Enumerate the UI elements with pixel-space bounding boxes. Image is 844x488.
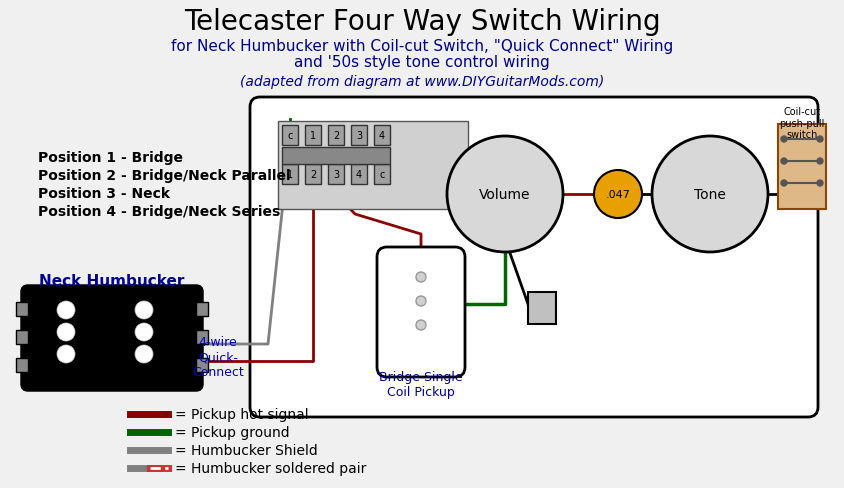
Text: (adapted from diagram at www.DIYGuitarMods.com): (adapted from diagram at www.DIYGuitarMo…: [240, 75, 603, 89]
Text: Position 1 - Bridge: Position 1 - Bridge: [38, 151, 183, 164]
Text: 3: 3: [355, 131, 361, 141]
Bar: [278, 122, 468, 209]
Bar: [282, 164, 298, 184]
Text: Neck Humbucker: Neck Humbucker: [40, 273, 185, 288]
Circle shape: [415, 296, 425, 306]
Circle shape: [415, 320, 425, 330]
Circle shape: [816, 137, 822, 142]
Bar: [196, 330, 208, 345]
Text: 2: 2: [310, 170, 316, 180]
Text: 1: 1: [287, 170, 293, 180]
Bar: [528, 292, 555, 325]
Circle shape: [593, 171, 641, 219]
Text: 2: 2: [333, 131, 338, 141]
Circle shape: [57, 302, 75, 319]
Text: 3: 3: [333, 170, 338, 180]
Text: 4: 4: [378, 131, 385, 141]
Bar: [16, 330, 28, 345]
Circle shape: [652, 137, 767, 252]
Bar: [777, 125, 825, 209]
Circle shape: [57, 346, 75, 363]
Text: = Pickup ground: = Pickup ground: [175, 425, 289, 439]
Circle shape: [135, 324, 153, 341]
Bar: [196, 358, 208, 372]
Text: Bridge Single
Coil Pickup: Bridge Single Coil Pickup: [379, 370, 463, 398]
Bar: [16, 358, 28, 372]
Text: 4: 4: [355, 170, 361, 180]
FancyBboxPatch shape: [250, 98, 817, 417]
Bar: [327, 126, 344, 146]
Circle shape: [446, 137, 562, 252]
Text: Coil-cut
push-pull
switch: Coil-cut push-pull switch: [778, 107, 824, 140]
Text: .047: .047: [605, 190, 630, 200]
Circle shape: [816, 159, 822, 164]
Bar: [327, 164, 344, 184]
FancyBboxPatch shape: [22, 286, 202, 390]
Circle shape: [135, 346, 153, 363]
FancyBboxPatch shape: [376, 247, 464, 377]
Circle shape: [780, 137, 786, 142]
Text: and '50s style tone control wiring: and '50s style tone control wiring: [294, 55, 549, 70]
Text: c: c: [287, 131, 292, 141]
Text: = Pickup hot signal: = Pickup hot signal: [175, 407, 308, 421]
Bar: [350, 164, 366, 184]
Text: 4-wire
Quick-
Connect: 4-wire Quick- Connect: [192, 336, 244, 379]
Circle shape: [816, 181, 822, 186]
Text: Position 3 - Neck: Position 3 - Neck: [38, 186, 170, 201]
Text: 1: 1: [310, 131, 316, 141]
Circle shape: [415, 272, 425, 283]
Text: Position 2 - Bridge/Neck Parallel: Position 2 - Bridge/Neck Parallel: [38, 169, 290, 183]
Text: Telecaster Four Way Switch Wiring: Telecaster Four Way Switch Wiring: [183, 8, 659, 36]
Text: = Humbucker soldered pair: = Humbucker soldered pair: [175, 461, 366, 475]
Bar: [374, 126, 390, 146]
Circle shape: [135, 302, 153, 319]
Text: Position 4 - Bridge/Neck Series: Position 4 - Bridge/Neck Series: [38, 204, 280, 219]
Bar: [350, 126, 366, 146]
Circle shape: [780, 159, 786, 164]
Bar: [305, 126, 321, 146]
Circle shape: [780, 181, 786, 186]
Bar: [374, 164, 390, 184]
Text: c: c: [379, 170, 384, 180]
Bar: [305, 164, 321, 184]
Bar: [282, 148, 390, 164]
Bar: [282, 126, 298, 146]
Text: for Neck Humbucker with Coil-cut Switch, "Quick Connect" Wiring: for Neck Humbucker with Coil-cut Switch,…: [170, 40, 673, 54]
Bar: [196, 303, 208, 316]
Text: Volume: Volume: [479, 187, 530, 202]
Circle shape: [57, 324, 75, 341]
Text: Tone: Tone: [693, 187, 725, 202]
Bar: [16, 303, 28, 316]
Text: = Humbucker Shield: = Humbucker Shield: [175, 443, 317, 457]
